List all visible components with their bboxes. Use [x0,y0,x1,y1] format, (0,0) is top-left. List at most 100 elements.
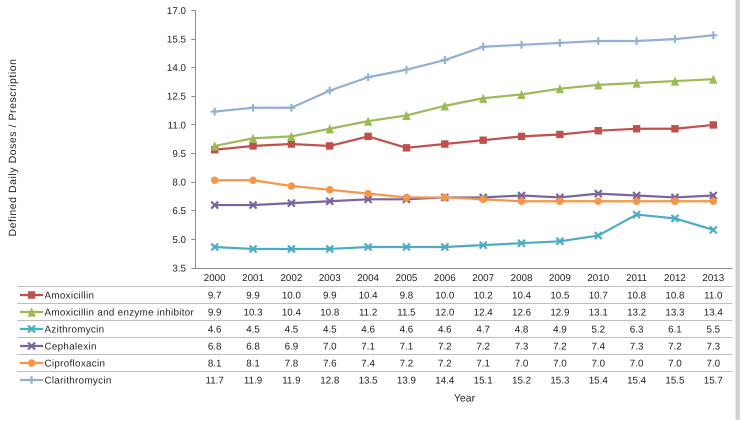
svg-text:7.1: 7.1 [400,341,414,352]
svg-text:7.1: 7.1 [361,341,375,352]
svg-text:7.2: 7.2 [400,358,414,369]
svg-text:9.9: 9.9 [246,290,260,301]
svg-text:15.1: 15.1 [474,375,493,386]
svg-text:9.9: 9.9 [208,307,222,318]
svg-text:12.4: 12.4 [474,307,494,318]
svg-text:Amoxicillin and enzyme inhibit: Amoxicillin and enzyme inhibitor [45,307,195,318]
svg-text:13.1: 13.1 [589,307,608,318]
svg-text:4.6: 4.6 [400,324,414,335]
svg-text:9.9: 9.9 [323,290,337,301]
svg-text:10.4: 10.4 [512,290,532,301]
svg-text:Azithromycin: Azithromycin [45,324,105,335]
svg-text:3.5: 3.5 [172,263,186,274]
svg-text:7.4: 7.4 [361,358,375,369]
svg-text:Clarithromycin: Clarithromycin [45,375,112,386]
svg-text:17.0: 17.0 [167,6,187,17]
svg-text:2009: 2009 [549,273,571,284]
svg-text:7.3: 7.3 [515,341,529,352]
svg-text:8.0: 8.0 [172,178,186,189]
svg-text:10.2: 10.2 [474,290,493,301]
svg-text:10.3: 10.3 [244,307,264,318]
svg-text:4.9: 4.9 [553,324,567,335]
svg-text:7.0: 7.0 [630,358,644,369]
svg-text:7.2: 7.2 [438,341,452,352]
svg-text:4.5: 4.5 [323,324,337,335]
svg-text:7.2: 7.2 [553,341,567,352]
svg-text:2001: 2001 [242,273,264,284]
svg-text:9.8: 9.8 [400,290,414,301]
svg-text:13.3: 13.3 [665,307,685,318]
svg-text:10.0: 10.0 [282,290,302,301]
svg-text:7.0: 7.0 [323,341,337,352]
svg-text:10.8: 10.8 [320,307,340,318]
svg-text:11.9: 11.9 [282,375,300,386]
svg-text:10.4: 10.4 [359,290,379,301]
svg-text:7.2: 7.2 [476,341,490,352]
svg-text:10.7: 10.7 [589,290,608,301]
svg-text:6.9: 6.9 [285,341,299,352]
svg-text:2011: 2011 [626,273,647,284]
svg-text:15.2: 15.2 [512,375,531,386]
svg-text:7.6: 7.6 [323,358,337,369]
svg-text:15.5: 15.5 [167,35,187,46]
svg-text:12.0: 12.0 [435,307,455,318]
svg-text:13.5: 13.5 [359,375,379,386]
svg-text:Amoxicillin: Amoxicillin [45,290,95,301]
svg-text:15.4: 15.4 [627,375,647,386]
svg-text:2010: 2010 [587,273,609,284]
svg-text:7.3: 7.3 [630,341,644,352]
svg-text:15.5: 15.5 [665,375,685,386]
svg-text:7.0: 7.0 [515,358,529,369]
svg-text:7.0: 7.0 [553,358,567,369]
svg-text:6.8: 6.8 [208,341,222,352]
svg-text:8.1: 8.1 [246,358,260,369]
svg-text:15.3: 15.3 [550,375,570,386]
svg-text:12.5: 12.5 [167,92,187,103]
svg-text:11.0: 11.0 [704,290,723,301]
svg-text:6.5: 6.5 [172,206,186,217]
svg-text:10.8: 10.8 [665,290,685,301]
svg-text:11.9: 11.9 [244,375,262,386]
svg-text:2007: 2007 [472,273,494,284]
svg-text:10.5: 10.5 [550,290,570,301]
svg-text:5.0: 5.0 [172,235,186,246]
svg-text:Ciprofloxacin: Ciprofloxacin [45,358,106,369]
svg-text:2008: 2008 [511,273,533,284]
svg-text:7.0: 7.0 [707,358,721,369]
svg-text:6.1: 6.1 [668,324,682,335]
svg-text:2013: 2013 [702,273,724,284]
svg-text:4.7: 4.7 [476,324,490,335]
svg-text:4.6: 4.6 [361,324,375,335]
svg-text:14.0: 14.0 [167,63,187,74]
svg-text:11.7: 11.7 [206,375,224,386]
svg-text:7.2: 7.2 [668,341,682,352]
svg-text:4.5: 4.5 [246,324,260,335]
svg-text:4.6: 4.6 [438,324,452,335]
svg-text:2002: 2002 [280,273,302,284]
svg-text:8.1: 8.1 [208,358,222,369]
svg-text:7.8: 7.8 [285,358,299,369]
svg-text:7.4: 7.4 [591,341,605,352]
svg-text:4.8: 4.8 [515,324,529,335]
svg-text:13.9: 13.9 [397,375,416,386]
svg-text:Cephalexin: Cephalexin [45,341,97,352]
svg-text:2000: 2000 [204,273,226,284]
svg-text:12.8: 12.8 [320,375,340,386]
svg-text:5.2: 5.2 [591,324,605,335]
svg-text:13.2: 13.2 [627,307,646,318]
svg-text:5.5: 5.5 [707,324,721,335]
svg-text:2003: 2003 [319,273,341,284]
svg-text:10.8: 10.8 [627,290,647,301]
svg-text:7.0: 7.0 [668,358,682,369]
svg-text:12.9: 12.9 [550,307,569,318]
svg-text:7.2: 7.2 [438,358,452,369]
svg-text:11.0: 11.0 [168,120,187,131]
svg-text:2006: 2006 [434,273,456,284]
svg-text:6.8: 6.8 [246,341,260,352]
svg-text:7.0: 7.0 [591,358,605,369]
svg-text:15.4: 15.4 [589,375,609,386]
svg-text:6.3: 6.3 [630,324,644,335]
svg-text:11.5: 11.5 [397,307,416,318]
svg-text:7.3: 7.3 [707,341,721,352]
svg-text:12.6: 12.6 [512,307,532,318]
